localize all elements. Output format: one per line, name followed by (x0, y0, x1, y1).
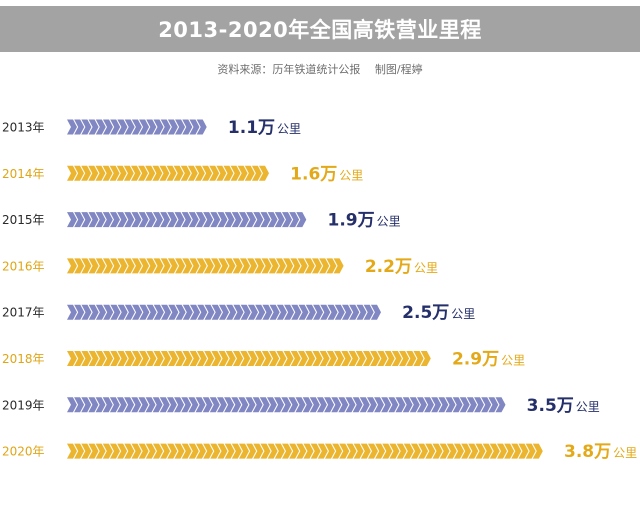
source-note: 资料来源：历年铁道统计公报 制图/程婷 (217, 63, 423, 76)
bar-2015 (67, 212, 307, 228)
value-label: 2.5万 公里 (402, 303, 475, 323)
value-label: 2.2万 公里 (365, 257, 438, 277)
year-label: 2013年 (2, 121, 45, 135)
value-label: 1.9万 公里 (328, 211, 401, 231)
value-label: 2.9万 公里 (452, 350, 525, 370)
chart-title: 2013-2020年全国高铁营业里程 (158, 18, 482, 42)
year-label: 2014年 (2, 167, 45, 181)
title-bar: 2013-2020年全国高铁营业里程 (0, 6, 640, 52)
bar-2014 (67, 165, 269, 181)
bar-2018 (67, 351, 431, 366)
bar-2013 (67, 119, 207, 135)
year-label: 2016年 (2, 259, 45, 273)
bar-2017 (67, 304, 381, 320)
year-label: 2020年 (2, 445, 45, 459)
year-label: 2018年 (2, 352, 45, 366)
year-label: 2015年 (2, 213, 45, 227)
bar-2016 (67, 258, 344, 274)
value-label: 3.5万 公里 (527, 396, 600, 416)
value-label: 1.1万 公里 (228, 118, 301, 138)
bar-2020 (67, 443, 543, 459)
value-label: 1.6万 公里 (290, 164, 363, 184)
bar-2019 (67, 397, 506, 413)
year-label: 2019年 (2, 398, 45, 412)
year-label: 2017年 (2, 306, 45, 320)
value-label: 3.8万 公里 (564, 442, 637, 462)
